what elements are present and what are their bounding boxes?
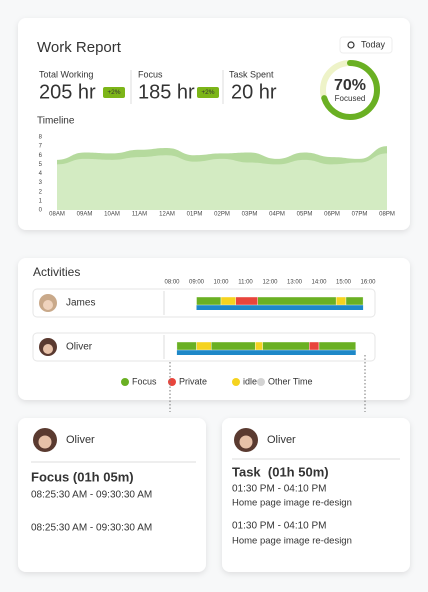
x-tick-label: 02PM: [214, 212, 230, 218]
x-tick-label: 08PM: [379, 212, 395, 218]
change-badge: [103, 87, 125, 98]
legend-swatch: [121, 378, 129, 386]
baseline-bar: [176, 350, 356, 355]
y-tick-label: 8: [39, 135, 43, 141]
x-tick-label: 15:00: [336, 280, 352, 286]
x-tick-label: 12AM: [159, 212, 175, 218]
change-label: +2%: [107, 89, 120, 96]
x-tick-label: 01PM: [187, 212, 203, 218]
x-tick-label: 11AM: [132, 212, 147, 218]
y-tick-label: 4: [39, 171, 43, 177]
activity-segment: [196, 296, 222, 306]
avatar-face: [38, 435, 52, 449]
timeline-chart: 0 1 2 3 4 5 6 7 8 08AM 09AM 10AM 11AM 12AM 01PM 02PM 03P…: [39, 135, 395, 218]
area: [57, 153, 387, 210]
x-tick-label: 13:00: [287, 280, 303, 286]
gauge-caption: Focused: [335, 94, 366, 103]
section-title: Activities: [33, 265, 80, 279]
activity-segment: [257, 296, 337, 306]
activity-segment: [255, 341, 263, 351]
period-button[interactable]: [339, 36, 393, 54]
avatar-face: [239, 435, 253, 449]
activity-segment: [196, 341, 212, 351]
popup-heading: Focus (01h 05m): [31, 469, 134, 484]
popup-card: [18, 418, 206, 572]
activity-segment: [335, 296, 347, 306]
stat-value: 20 hr: [231, 81, 277, 103]
x-tick-label: 03PM: [242, 212, 258, 218]
activity-segment: [309, 341, 320, 351]
legend-label: Other Time: [268, 376, 313, 386]
popup-desc: Home page image re-design: [232, 498, 352, 509]
x-tick-label: 12:00: [262, 280, 278, 286]
y-tick-label: 2: [39, 189, 43, 195]
gauge-arc: [320, 60, 380, 120]
activity-segment: [318, 341, 356, 351]
y-tick-label: 1: [39, 198, 43, 204]
x-tick-label: 09:00: [189, 280, 205, 286]
y-tick-label: 5: [39, 162, 43, 168]
x-tick-label: 11:00: [238, 280, 253, 286]
chart-title: Timeline: [37, 116, 75, 127]
popup-time: 08:25:30 AM - 09:30:30 AM: [31, 523, 152, 534]
gauge-value: 70%: [334, 77, 366, 94]
y-tick-label: 7: [39, 144, 43, 150]
popup-desc: Home page image re-design: [232, 536, 352, 547]
x-tick-label: 10:00: [213, 280, 229, 286]
stat-label: Total Working: [39, 69, 93, 79]
stat-label: Task Spent: [229, 69, 274, 79]
change-badge: [197, 87, 219, 98]
x-tick-label: 07PM: [352, 212, 368, 218]
x-tick-label: 16:00: [360, 280, 376, 286]
legend-label: Focus: [132, 376, 157, 386]
popup-time: 01:30 PM - 04:10 PM: [232, 521, 327, 532]
legend-label: Private: [179, 376, 207, 386]
avatar-face: [43, 300, 53, 310]
card-title: Work Report: [37, 39, 122, 56]
x-tick-label: 08:00: [164, 280, 180, 286]
person-name: James: [66, 298, 95, 309]
popup-heading: Task (01h 50m): [232, 464, 329, 479]
x-tick-label: 04PM: [269, 212, 285, 218]
popup-time: 08:25:30 AM - 09:30:30 AM: [31, 490, 152, 501]
x-tick-label: 09AM: [77, 212, 93, 218]
gauge: [320, 60, 380, 120]
period-label[interactable]: Today: [361, 39, 386, 49]
activity-bars: 08:00 09:00 10:00 11:00 12:00 13:00 14:00 15:00…: [121, 280, 376, 386]
y-tick-label: 0: [39, 208, 43, 214]
activity-segment: [262, 341, 310, 351]
activity-segment: [220, 296, 236, 306]
person-name: Oliver: [66, 342, 93, 353]
baseline-bar: [196, 305, 364, 310]
x-tick-label: 10AM: [104, 212, 120, 218]
person-name: Oliver: [66, 434, 95, 446]
stat-value: 185 hr: [138, 81, 195, 103]
y-tick-label: 3: [39, 180, 43, 186]
avatar-face: [43, 344, 53, 354]
activity-segment: [176, 341, 197, 351]
period-icon: [347, 41, 355, 49]
change-label: +2%: [201, 89, 214, 96]
legend-swatch: [232, 378, 240, 386]
legend-swatch: [257, 378, 265, 386]
activity-segment: [210, 341, 256, 351]
popup-card: [222, 418, 410, 572]
stat-label: Focus: [138, 69, 163, 79]
activity-segment: [235, 296, 258, 306]
legend-label: idle: [243, 376, 257, 386]
y-tick-label: 6: [39, 153, 43, 159]
person-name: Oliver: [267, 434, 296, 446]
legend-swatch: [168, 378, 176, 386]
stat-value: 205 hr: [39, 81, 96, 103]
x-tick-label: 08AM: [49, 212, 65, 218]
popup-time: 01:30 PM - 04:10 PM: [232, 484, 327, 495]
x-tick-label: 06PM: [324, 212, 340, 218]
activity-segment: [345, 296, 364, 306]
x-tick-label: 05PM: [297, 212, 313, 218]
x-tick-label: 14:00: [311, 280, 327, 286]
